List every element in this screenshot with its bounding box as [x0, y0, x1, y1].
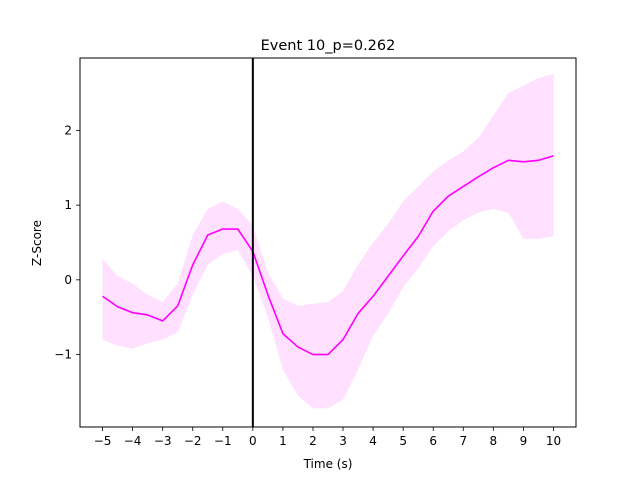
x-tick-label: 0	[249, 434, 257, 448]
x-tick-label: 7	[459, 434, 467, 448]
mean-z-score-line	[102, 155, 554, 356]
y-tick-label: 2	[64, 123, 72, 137]
x-tick-label: 9	[520, 434, 528, 448]
x-tick-label: 10	[546, 434, 561, 448]
x-tick-label: 2	[309, 434, 317, 448]
x-tick-label: −2	[184, 434, 202, 448]
x-tick-label: −3	[154, 434, 172, 448]
y-axis: −1 0 1 2	[54, 123, 80, 362]
x-tick-label: 6	[429, 434, 437, 448]
confidence-band	[102, 73, 554, 409]
x-tick-label: 8	[490, 434, 498, 448]
x-tick-label: 4	[369, 434, 377, 448]
x-tick-label: 5	[399, 434, 407, 448]
x-tick-label: 3	[339, 434, 347, 448]
x-tick-label: −5	[94, 434, 112, 448]
x-axis-label: Time (s)	[303, 457, 353, 471]
x-axis: −5 −4 −3 −2 −1 0 1 2 3 4 5 6 7 8 9 10	[94, 427, 561, 448]
chart-title: Event 10_p=0.262	[261, 38, 396, 54]
y-axis-label: Z-Score	[30, 220, 44, 266]
y-tick-label: −1	[54, 348, 72, 362]
plot-area-frame	[79, 57, 577, 428]
x-tick-label: −4	[124, 434, 142, 448]
x-tick-label: 1	[279, 434, 287, 448]
y-tick-label: 0	[64, 273, 72, 287]
x-tick-label: −1	[214, 434, 232, 448]
y-tick-label: 1	[64, 198, 72, 212]
